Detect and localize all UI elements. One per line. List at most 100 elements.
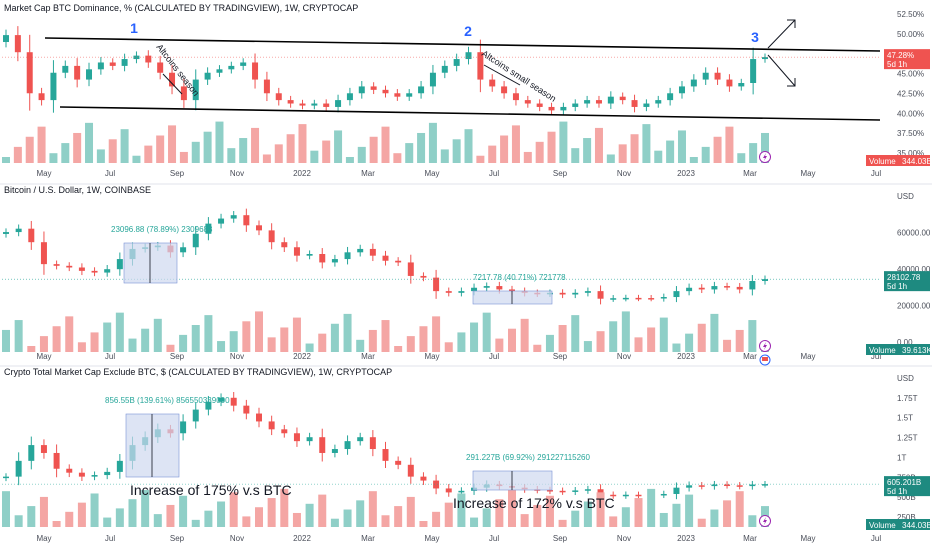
volume-bar: [393, 153, 402, 163]
volume-bar: [322, 140, 331, 163]
volume-bar: [128, 499, 137, 527]
volume-bar: [368, 329, 377, 352]
volume-bar: [558, 325, 567, 352]
candle-body: [204, 72, 211, 80]
candle-body: [471, 287, 478, 292]
candle-body: [369, 437, 376, 450]
volume-bar: [495, 499, 504, 527]
x-tick-label: Sep: [170, 169, 185, 178]
x-tick-label: Nov: [230, 534, 244, 543]
flag-icon-glyph: [762, 357, 768, 361]
x-tick-label: May: [36, 352, 51, 361]
volume-bar: [357, 146, 366, 163]
volume-bar: [405, 143, 414, 163]
candle-body: [619, 96, 626, 101]
candle-body: [86, 69, 93, 80]
candle-body: [762, 57, 768, 60]
volume-bar: [52, 326, 61, 352]
candle-body: [157, 62, 164, 73]
candle-body: [496, 286, 503, 290]
channel-bottom-line: [59, 106, 881, 121]
volume-bar: [239, 138, 248, 163]
candle-body: [40, 242, 47, 265]
volume-bar: [179, 334, 188, 352]
candle-body: [483, 286, 490, 288]
candle-body: [370, 86, 377, 90]
y-tick-label: 20000.00: [897, 302, 931, 311]
candle-body: [256, 225, 262, 231]
volume-bar: [168, 125, 177, 163]
volume-bar: [394, 346, 403, 352]
volume-bar: [141, 490, 150, 527]
y-tick-label: 45.00%: [897, 70, 924, 79]
volume-bar: [444, 502, 453, 527]
x-tick-label: May: [800, 352, 815, 361]
x-tick-label: Jul: [105, 534, 115, 543]
candle-body: [559, 292, 566, 295]
candle-body: [256, 413, 262, 422]
volume-bar: [369, 136, 378, 163]
volume-bar: [120, 129, 129, 163]
candle-body: [572, 292, 579, 295]
volume-bar: [204, 315, 213, 352]
candle-body: [686, 287, 693, 292]
volume-bar: [547, 131, 556, 163]
candle-body: [230, 215, 237, 219]
candle-body: [3, 232, 9, 234]
x-tick-label: Nov: [230, 352, 244, 361]
y-tick-label: 37.50%: [897, 129, 924, 138]
volume-bar: [103, 322, 112, 352]
volume-bar: [488, 145, 497, 163]
season-arrow-1: [162, 73, 183, 95]
candle-body: [306, 254, 313, 256]
volume-bar: [417, 132, 426, 163]
volume-bar: [217, 341, 226, 352]
candle-body: [192, 79, 199, 101]
y-tick-label: 50.00%: [897, 30, 924, 39]
volume-bar: [166, 504, 175, 527]
volume-bar: [217, 501, 226, 527]
y-tick-label: 40000.00: [897, 265, 931, 274]
volume-bar: [368, 491, 377, 527]
volume-bar: [482, 312, 491, 352]
volume-bar: [419, 521, 428, 527]
volume-bar: [452, 139, 461, 163]
volume-bar: [280, 327, 289, 352]
candle-body: [548, 106, 555, 111]
candles: [3, 208, 768, 305]
volume-bar: [508, 328, 516, 352]
candle-body: [597, 291, 604, 299]
volume-tag-value: 344.03B: [902, 521, 932, 530]
candle-body: [243, 405, 250, 414]
volume-bar: [65, 511, 74, 527]
volume-bar: [583, 341, 592, 352]
volume-bar: [545, 334, 554, 352]
volume-tag: Volume 344.03B: [866, 155, 932, 166]
volume-bar: [606, 154, 615, 163]
volume-bar: [464, 129, 473, 163]
y-tick-label: 1.75T: [897, 394, 918, 403]
x-tick-label: Jul: [489, 169, 499, 178]
y-tick-label: USD: [897, 192, 914, 201]
candle-body: [335, 100, 342, 107]
candle-body: [216, 69, 223, 73]
candle-body: [281, 242, 288, 248]
x-tick-label: 2023: [677, 352, 695, 361]
volume-bar: [144, 145, 153, 163]
candle-body: [192, 409, 199, 422]
candle-body: [230, 397, 237, 406]
volume-tag: Volume 39.613K: [866, 344, 932, 355]
volume-bar: [621, 507, 630, 527]
measure-label-4: 291.227B (69.92%) 291227115260: [466, 453, 591, 462]
x-tick-label: Nov: [617, 534, 631, 543]
volume-bar: [571, 510, 580, 527]
volume-bar: [677, 130, 686, 163]
volume-bar: [14, 320, 23, 352]
volume-bar: [697, 323, 706, 352]
volume-bar: [748, 320, 757, 352]
volume-bar: [713, 136, 722, 163]
candle-body: [433, 277, 440, 292]
volume-bar: [583, 501, 592, 527]
x-tick-label: Jul: [871, 352, 881, 361]
y-tick-label: 500B: [897, 493, 916, 502]
